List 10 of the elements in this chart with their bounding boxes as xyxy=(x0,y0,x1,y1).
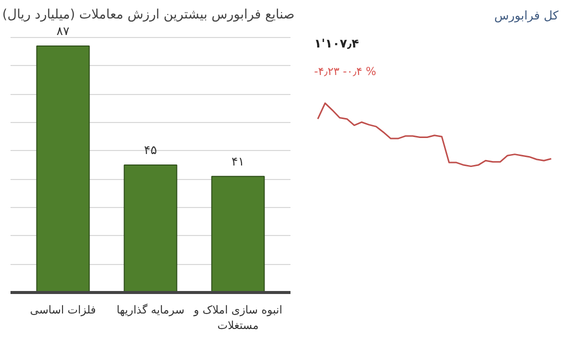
chart-title: کل فرابورس xyxy=(494,8,559,22)
data-label: ۴۱ xyxy=(232,154,244,168)
x-tick-label: سرمایه گذاریها xyxy=(116,304,184,316)
text: -۴٫۲۳ -۰٫۴ % xyxy=(314,65,376,78)
chart-title: صنایع فرابورس بیشترین ارزش معاملات (میلیارد ریال) xyxy=(2,8,295,22)
text: ۱'۱۰۷٫۴ xyxy=(314,36,359,50)
x-tick-label: فلزات اساسی xyxy=(30,304,96,316)
data-label: ۴۵ xyxy=(144,142,157,157)
data-label: ۸۷ xyxy=(56,24,70,38)
x-tick-label: انبوه سازی املاک و مستغلات xyxy=(192,304,282,332)
